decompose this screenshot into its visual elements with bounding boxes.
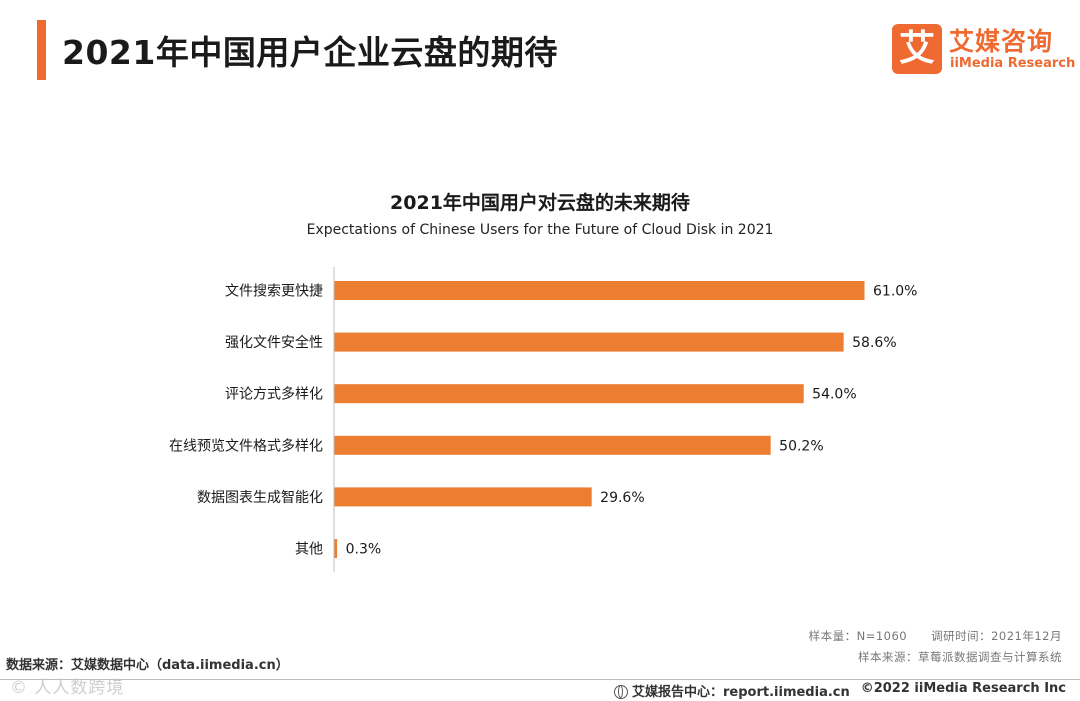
value-label-0: 61.0%	[873, 284, 917, 300]
category-label-1: 强化文件安全性	[225, 334, 323, 351]
logo-mark-icon: 艾	[892, 24, 942, 74]
bar-0	[334, 281, 865, 300]
logo-en-text: iiMedia Research	[950, 56, 1076, 71]
bar-1	[334, 332, 844, 352]
title-accent-bar	[37, 20, 46, 80]
bar-2	[334, 384, 804, 404]
category-label-2: 评论方式多样化	[225, 386, 323, 403]
category-label-5: 其他	[295, 542, 323, 558]
value-label-2: 54.0%	[812, 387, 856, 403]
category-label-3: 在线预览文件格式多样化	[169, 437, 323, 454]
sample-info: 样本量：N=1060 调研时间：2021年12月	[808, 629, 1062, 643]
category-label-4: 数据图表生成智能化	[197, 490, 323, 506]
bar-5	[334, 539, 338, 558]
copyright: ©2022 iiMedia Research Inc	[860, 681, 1066, 696]
chart-title: 2021年中国用户对云盘的未来期待	[390, 192, 690, 214]
category-label-0: 文件搜索更快捷	[225, 283, 323, 300]
bar-4	[334, 487, 592, 507]
watermark: © 人人数跨境	[10, 678, 125, 698]
value-label-4: 29.6%	[600, 490, 644, 506]
value-label-3: 50.2%	[779, 438, 823, 454]
logo-cn-text: 艾媒咨询	[949, 27, 1054, 56]
report-center: 艾媒报告中心：report.iimedia.cn	[614, 681, 850, 700]
report-center-text: 艾媒报告中心：report.iimedia.cn	[632, 685, 850, 700]
chart-subtitle: Expectations of Chinese Users for the Fu…	[306, 222, 774, 238]
sample-source: 样本来源：草莓派数据调查与计算系统	[858, 650, 1062, 664]
value-label-1: 58.6%	[852, 335, 896, 351]
page-title: 2021年中国用户企业云盘的期待	[62, 33, 558, 72]
iimedia-logo: 艾 艾媒咨询 iiMedia Research	[892, 24, 1076, 76]
footer-divider	[0, 679, 1080, 680]
data-source: 数据来源：艾媒数据中心（data.iimedia.cn）	[6, 658, 289, 673]
value-label-5: 0.3%	[346, 542, 382, 558]
bar-3	[334, 435, 771, 455]
globe-icon	[614, 685, 628, 699]
